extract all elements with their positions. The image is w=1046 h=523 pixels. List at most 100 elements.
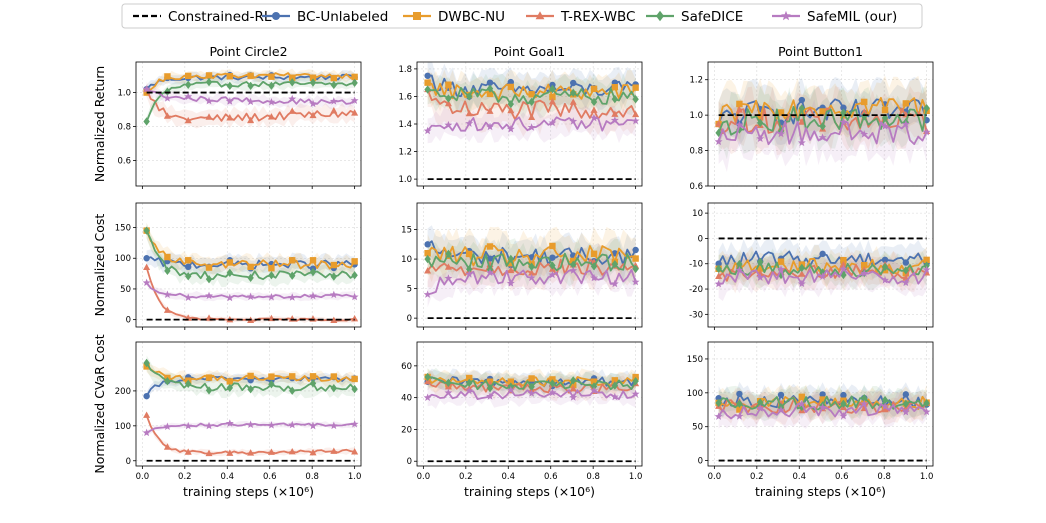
series-marker [590,85,598,93]
series-marker [247,263,254,271]
series-marker [736,100,743,108]
series-marker [289,386,296,395]
series-marker [142,85,151,93]
series-marker [466,250,473,258]
series-marker [466,92,473,101]
y-tick-label: 0.6 [117,157,131,167]
series-marker [818,133,827,141]
series-marker [881,276,889,284]
series-marker [902,100,910,107]
series-marker [549,261,556,270]
series-marker [632,255,639,262]
series-marker [839,117,848,126]
series-marker [225,97,234,105]
y-tick-label: 100 [115,254,131,264]
legend-item: SafeDICE [646,9,743,25]
x-tick-label: 0.8 [586,472,600,482]
series-marker [527,123,536,131]
series-marker [569,266,578,274]
axes-frame [707,202,934,328]
y-tick-label: 1.4 [398,120,412,130]
series-marker [268,373,275,380]
axes-frame [135,61,362,187]
series-marker [736,125,743,134]
series-marker [330,74,338,82]
series-marker [424,254,431,264]
figure-labels: training steps (×10⁶) training steps (×10… [183,484,886,499]
legend-frame [121,3,923,29]
y-tick-label: 100 [115,422,131,432]
series-marker [330,261,338,269]
series-marker [486,79,494,86]
legend-label: Constrained-RL [168,9,272,25]
series-marker [798,270,806,277]
series-marker [164,253,171,261]
series-marker [330,80,338,90]
series-marker [611,381,619,390]
series-marker [205,113,213,120]
y-tick-label: 20 [401,425,412,435]
series-group [142,68,359,129]
series-marker [351,109,359,116]
plot-area [417,342,642,466]
series-marker [777,270,785,280]
panel: 0 100 200 0.0 0.2 0.4 0.6 0.8 1.0 Normalized CVaR… [92,334,362,482]
series-marker [881,106,889,114]
series-marker [714,279,723,288]
series-marker [590,382,598,391]
series-marker [798,96,806,104]
legend-label: DWBC-NU [438,9,505,25]
y-tick-label: 0.8 [117,123,131,133]
series-marker [351,448,359,455]
series-marker [881,395,889,405]
y-tick-label: 0 [407,314,412,324]
series-marker [528,91,535,98]
series-marker [309,448,317,456]
series-marker [185,272,192,281]
series-marker [840,270,847,280]
x-tick-label: 0.4 [502,472,516,482]
series-marker [351,384,358,394]
series-band [146,81,355,129]
y-tick-label: 60 [401,362,412,372]
series-marker [881,402,889,411]
series-marker [507,378,515,385]
series-marker [839,411,848,420]
legend-label: SafeMIL (our) [807,9,897,25]
series-marker [466,378,473,388]
series-marker [631,389,640,398]
panel-title: Point Button1 [778,44,863,59]
series-marker [527,389,536,397]
series-marker [590,250,598,258]
axes-frame [416,341,643,467]
series-marker [351,271,358,280]
series-group [714,75,931,172]
series-marker [507,83,515,91]
series-band [146,249,355,277]
series-marker [226,73,234,80]
series-marker [590,113,598,122]
series-marker [205,386,213,395]
series-marker [881,122,889,130]
series-marker [267,97,276,106]
series-marker [226,114,234,121]
series-marker [309,291,317,300]
y-tick-label: -20 [689,285,703,295]
x-axis-label: training steps (×10⁶) [464,484,595,499]
series-marker [289,74,296,81]
series-group [423,225,640,308]
series-marker [735,266,744,274]
series-marker [610,116,619,124]
series-marker [246,97,255,106]
axes-frame [135,341,362,467]
series-marker [309,267,317,277]
series-marker [330,316,338,324]
series-marker [424,72,431,79]
series-marker [350,96,359,104]
series-marker [860,130,869,138]
y-tick-label: 0 [126,316,131,326]
y-axis-label: Normalized CVaR Cost [92,334,107,473]
series-marker [881,262,889,272]
series-marker [143,392,150,400]
series-marker [163,290,172,299]
